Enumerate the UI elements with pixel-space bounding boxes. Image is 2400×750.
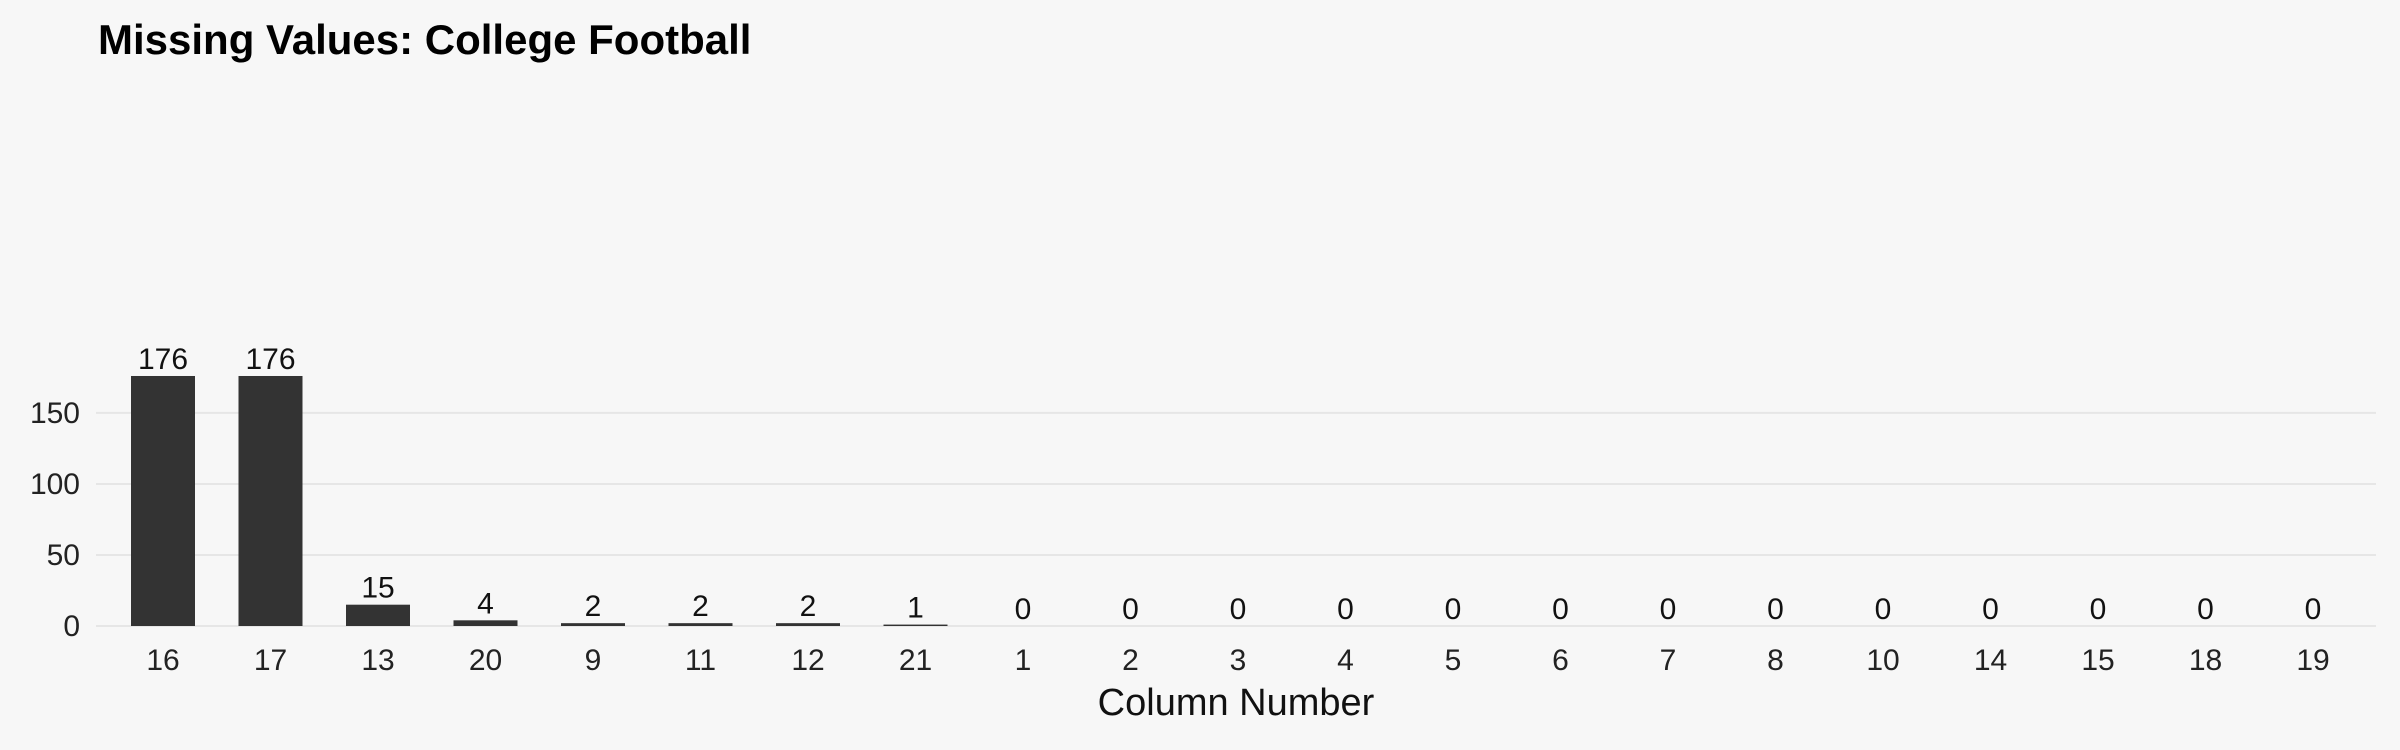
x-tick-label: 13 xyxy=(361,644,394,677)
data-label: 0 xyxy=(1015,593,1032,626)
bar xyxy=(668,623,733,626)
bar xyxy=(346,604,410,626)
x-tick-label: 3 xyxy=(1230,644,1247,677)
data-label: 0 xyxy=(1982,593,1999,626)
data-label: 0 xyxy=(1767,593,1784,626)
data-label: 0 xyxy=(1122,593,1139,626)
data-label: 2 xyxy=(692,590,709,623)
x-tick-label: 2 xyxy=(1122,644,1139,677)
y-tick-label: 150 xyxy=(30,397,80,430)
bar xyxy=(883,624,948,626)
data-label: 0 xyxy=(2197,593,2214,626)
y-tick-label: 50 xyxy=(47,539,80,572)
x-tick-label: 12 xyxy=(791,644,824,677)
bar xyxy=(776,623,840,626)
y-tick-label: 100 xyxy=(30,468,80,501)
data-label: 2 xyxy=(585,590,602,623)
x-tick-label: 16 xyxy=(146,644,179,677)
data-label: 0 xyxy=(1875,593,1892,626)
data-label: 2 xyxy=(800,590,817,623)
data-label: 176 xyxy=(245,343,295,376)
gridlines xyxy=(96,411,2376,627)
x-tick-label: 1 xyxy=(1015,644,1032,677)
data-label: 176 xyxy=(138,343,188,376)
data-label: 15 xyxy=(361,572,394,605)
x-tick-label: 9 xyxy=(585,644,602,677)
data-label: 0 xyxy=(1660,593,1677,626)
x-tick-label: 14 xyxy=(1974,644,2007,677)
data-label: 0 xyxy=(1337,593,1354,626)
x-tick-label: 18 xyxy=(2189,644,2222,677)
x-tick-label: 21 xyxy=(899,644,932,677)
x-axis-label: Column Number xyxy=(1098,682,1375,724)
x-tick-label: 4 xyxy=(1337,644,1354,677)
data-label: 0 xyxy=(1445,593,1462,626)
bar xyxy=(561,623,625,626)
data-labels: 176 176 15 4 2 2 2 1 0 0 0 0 0 0 0 0 0 0 0 0 0 xyxy=(138,343,2321,626)
data-label: 1 xyxy=(907,592,924,625)
bar xyxy=(238,375,303,626)
x-tick-label: 7 xyxy=(1660,644,1677,677)
data-label: 0 xyxy=(1230,593,1247,626)
x-tick-label: 20 xyxy=(469,644,502,677)
x-tick-label: 15 xyxy=(2081,644,2114,677)
x-tick-label: 6 xyxy=(1552,644,1569,677)
x-tick-label: 10 xyxy=(1866,644,1899,677)
data-label: 0 xyxy=(2090,593,2107,626)
bar xyxy=(453,620,518,626)
y-axis-ticks: 0 50 100 150 xyxy=(30,397,80,643)
x-tick-label: 11 xyxy=(685,644,716,677)
data-label: 0 xyxy=(2305,593,2322,626)
chart-title: Missing Values: College Football xyxy=(98,16,751,63)
y-tick-label: 0 xyxy=(63,610,80,643)
data-label: 4 xyxy=(477,587,494,620)
x-axis-ticks: 16 17 13 20 9 11 12 21 1 2 3 4 5 6 7 8 10 14 15 18 19 xyxy=(146,644,2329,677)
bar xyxy=(131,375,195,626)
x-tick-label: 17 xyxy=(254,644,287,677)
x-tick-label: 8 xyxy=(1767,644,1784,677)
x-tick-label: 5 xyxy=(1445,644,1462,677)
bars xyxy=(131,375,948,626)
data-label: 0 xyxy=(1552,593,1569,626)
x-tick-label: 19 xyxy=(2296,644,2329,677)
